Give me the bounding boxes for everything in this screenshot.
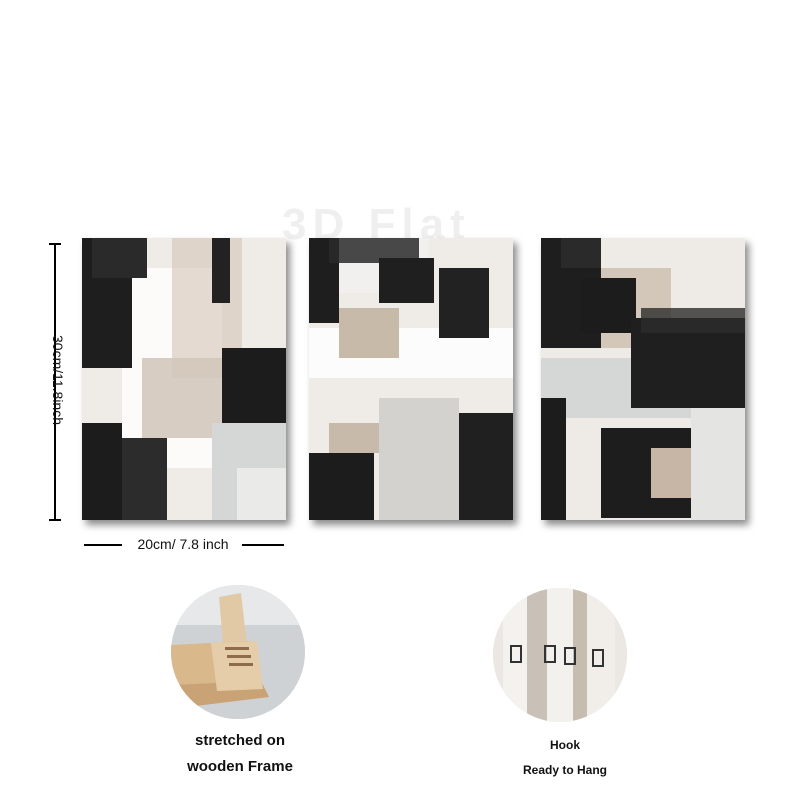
width-line-right	[242, 544, 284, 546]
hook-caption-line2: Ready to Hang	[522, 763, 608, 777]
height-tick-top	[49, 243, 61, 245]
frame-caption-line2: wooden Frame	[187, 758, 293, 775]
frame-caption-line1: stretched on	[194, 732, 286, 749]
frame-detail-photo	[171, 585, 305, 719]
art-panel-right	[541, 238, 745, 520]
hook-caption-line1: Hook	[550, 738, 580, 752]
height-label: 30cm/11.8inch	[50, 334, 66, 426]
art-panel-middle	[309, 238, 513, 520]
width-label: 20cm/ 7.8 inch	[137, 536, 229, 552]
width-line-left	[84, 544, 122, 546]
hook-detail-photo	[493, 588, 627, 722]
height-dimension-line	[54, 244, 56, 520]
height-tick-bottom	[49, 519, 61, 521]
art-panel-left	[82, 238, 286, 520]
